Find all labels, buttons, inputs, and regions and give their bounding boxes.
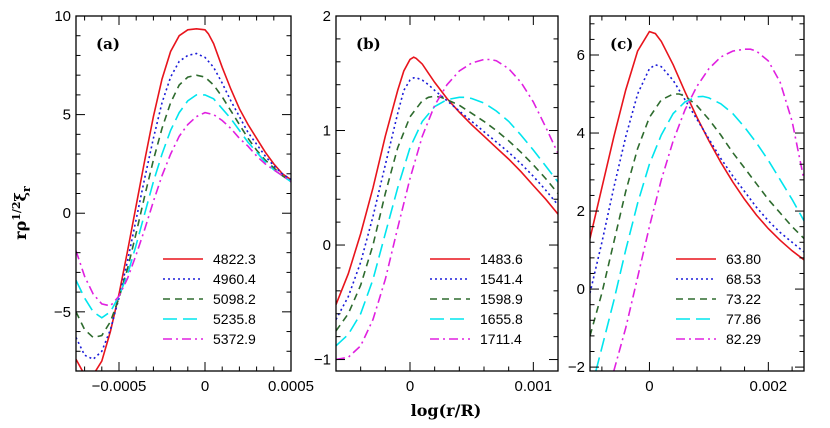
plot-frame xyxy=(589,15,805,372)
y-tick-label: 2 xyxy=(577,203,585,220)
legend-entry: 5235.8 xyxy=(213,311,256,327)
series-group xyxy=(590,30,804,371)
series-line-4960.4 xyxy=(76,52,291,361)
series-line-5372.9 xyxy=(76,111,291,307)
chart-panel-1: −5 0 5 10 −0.0005 0 0.0005 (a) 4822.3 4960.4 5098.… xyxy=(54,8,314,395)
chart-panel-3: −2 0 2 4 6 0 0.002 (c) 63.80 68.53 73.22 77.86 82.29 xyxy=(568,15,805,395)
chart-panel-2: −1 0 1 2 0 0.001 (b) 1483.6 1541.4 1598.9 1655.8 17… xyxy=(314,8,559,395)
legend-entry: 4822.3 xyxy=(213,251,256,267)
y-tick-label: −2 xyxy=(568,359,585,376)
series-line-1655.8 xyxy=(336,96,558,347)
series-group xyxy=(336,56,558,361)
x-tick-label: 0 xyxy=(406,378,414,395)
legend-entry: 68.53 xyxy=(726,271,761,287)
legend-entry: 1655.8 xyxy=(480,311,523,327)
series-line-1483.6 xyxy=(336,56,558,305)
series-line-82.29 xyxy=(613,48,804,371)
legend-entry: 1541.4 xyxy=(480,271,523,287)
legend-entry: 82.29 xyxy=(726,331,761,347)
y-tick-label: 1 xyxy=(323,123,331,140)
legend-entry: 1598.9 xyxy=(480,291,523,307)
legend-entry: 77.86 xyxy=(726,311,761,327)
series-line-63.80 xyxy=(590,30,804,261)
series-line-1541.4 xyxy=(336,77,558,320)
panel-label: (b) xyxy=(356,35,381,53)
x-tick-label: 0.002 xyxy=(750,378,788,395)
y-tick-label: 4 xyxy=(577,125,585,142)
legend-entry: 4960.4 xyxy=(213,271,256,287)
x-tick-label: 0 xyxy=(645,378,653,395)
legend: 4822.3 4960.4 5098.2 5235.8 5372.9 xyxy=(163,251,256,347)
legend-entry: 5098.2 xyxy=(213,291,256,307)
legend: 1483.6 1541.4 1598.9 1655.8 1711.4 xyxy=(430,251,523,347)
x-tick-label: 0 xyxy=(201,378,209,395)
panel-label: (a) xyxy=(96,35,120,53)
y-tick-label: −5 xyxy=(54,304,71,321)
legend-entry: 63.80 xyxy=(726,251,761,267)
legend: 63.80 68.53 73.22 77.86 82.29 xyxy=(676,251,761,347)
x-tick-label: 0.0005 xyxy=(268,378,314,395)
series-line-5235.8 xyxy=(76,94,291,319)
y-tick-label: 10 xyxy=(54,8,71,25)
y-tick-label: 0 xyxy=(577,281,585,298)
plot-frame xyxy=(335,15,559,372)
x-tick-label: 0.001 xyxy=(515,378,553,395)
series-line-1711.4 xyxy=(336,58,558,361)
legend-entry: 73.22 xyxy=(726,291,761,307)
y-tick-label: 0 xyxy=(63,205,71,222)
plot-frame xyxy=(75,15,292,372)
series-line-68.53 xyxy=(590,63,804,294)
panel-label: (c) xyxy=(610,35,633,53)
series-line-77.86 xyxy=(595,95,804,371)
x-tick-label: −0.0005 xyxy=(92,378,147,395)
legend-entry: 1483.6 xyxy=(480,251,523,267)
y-tick-label: −1 xyxy=(314,352,331,369)
y-tick-label: 5 xyxy=(63,107,71,124)
y-tick-label: 2 xyxy=(323,8,331,25)
y-axis-label: rρ1/2ξr xyxy=(10,186,33,240)
series-line-1598.9 xyxy=(336,95,558,332)
series-line-4822.3 xyxy=(76,27,291,371)
series-group xyxy=(76,27,291,371)
series-line-5098.2 xyxy=(76,74,291,339)
x-axis-label: log(r/R) xyxy=(411,401,482,420)
legend-entry: 1711.4 xyxy=(480,331,522,347)
y-tick-label: 0 xyxy=(323,237,331,254)
series-line-73.22 xyxy=(590,93,804,337)
legend-entry: 5372.9 xyxy=(213,331,256,347)
y-tick-label: 6 xyxy=(577,47,585,64)
